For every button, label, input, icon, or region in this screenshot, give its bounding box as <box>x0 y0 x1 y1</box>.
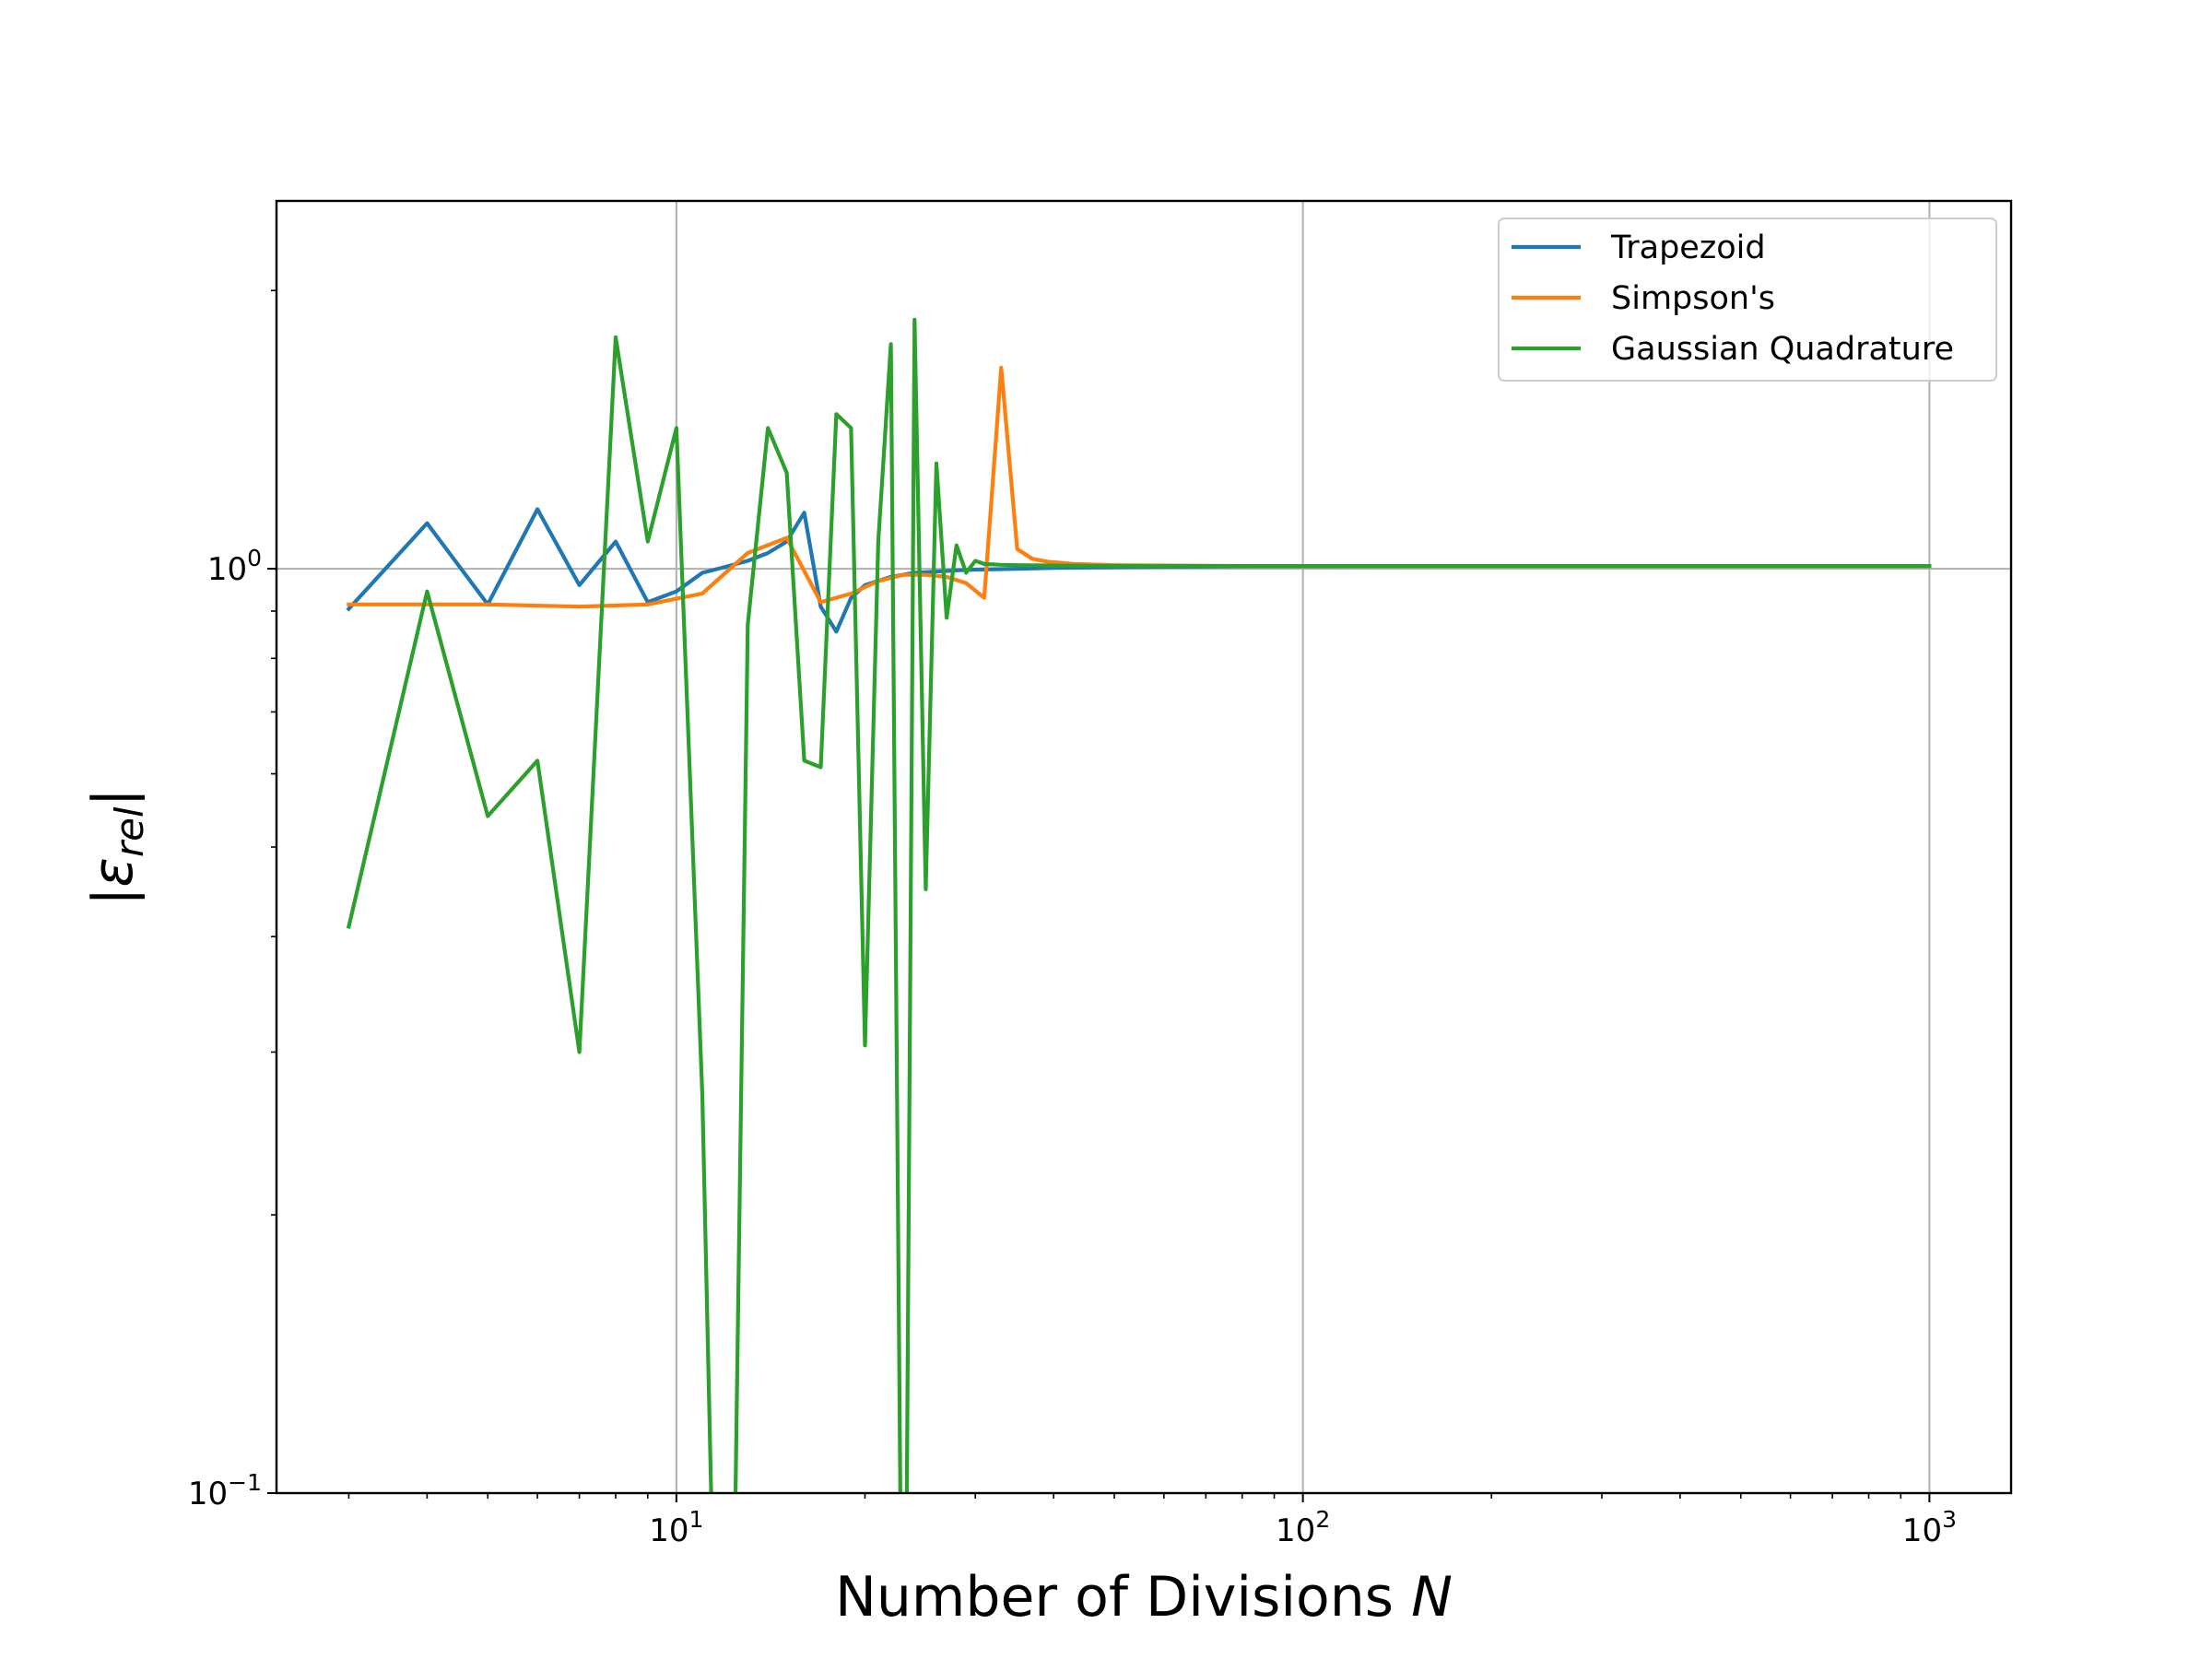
x-tick-label-base: 10 <box>1902 1512 1942 1549</box>
x-tick-label: 101 <box>649 1506 703 1549</box>
x-tick-label-exponent: 2 <box>1315 1506 1330 1533</box>
x-tick-label-base: 10 <box>1276 1512 1315 1549</box>
legend: Trapezoid Simpson's Gaussian Quadrature <box>1498 218 1997 382</box>
y-tick-label-base: 10 <box>207 551 247 588</box>
data-series <box>346 317 1932 1493</box>
series-line-3 <box>346 317 1932 1493</box>
y-tick-label: 100 <box>207 545 262 588</box>
y-tick-label-exponent: −1 <box>228 1469 262 1496</box>
y-axis-title-subscript: rel <box>107 806 152 857</box>
x-tick-label: 102 <box>1276 1506 1330 1549</box>
x-axis-title-variable: N <box>1411 1565 1453 1630</box>
y-axis-abs-right: | <box>81 788 146 806</box>
legend-label-3: Gaussian Quadrature <box>1611 331 1954 368</box>
x-tick-label-exponent: 3 <box>1942 1506 1957 1533</box>
x-axis-title-text: Number of Divisions <box>835 1565 1394 1630</box>
y-tick-label: 10−1 <box>188 1469 262 1512</box>
y-tick-label-exponent: 0 <box>247 545 262 571</box>
y-axis-title-variable: ε <box>81 857 146 887</box>
legend-frame <box>1498 218 1997 382</box>
y-tick-label-base: 10 <box>188 1476 228 1512</box>
plot-frame <box>275 199 2013 1495</box>
legend-label-2: Simpson's <box>1611 280 1775 317</box>
y-axis-title: |εrel| <box>81 788 152 906</box>
x-tick-label-exponent: 1 <box>689 1506 704 1533</box>
y-axis-abs-left: | <box>81 888 146 906</box>
x-axis-title: Number of Divisions N <box>835 1565 1453 1630</box>
x-tick-label-base: 10 <box>649 1512 688 1549</box>
svg-text:|εrel|: |εrel| <box>81 788 152 906</box>
x-tick-label: 103 <box>1902 1506 1957 1549</box>
plot-area <box>276 201 2011 1493</box>
legend-label-1: Trapezoid <box>1610 229 1766 266</box>
